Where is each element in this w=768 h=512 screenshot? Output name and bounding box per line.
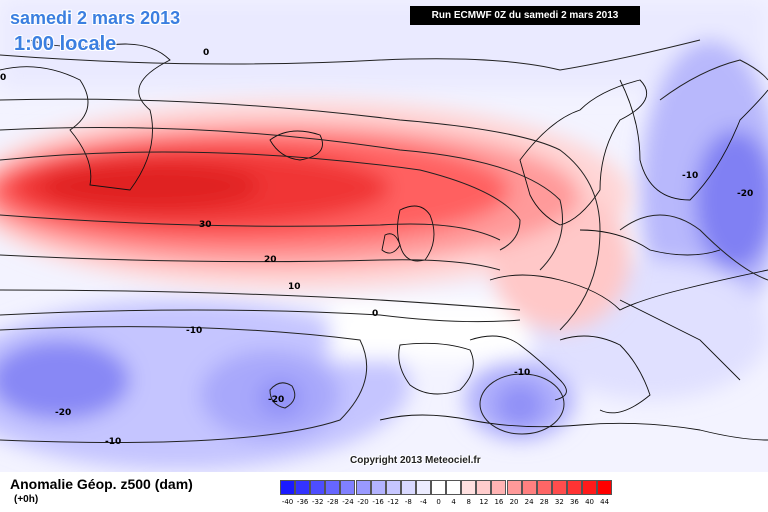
scale-tick-label: 0	[436, 498, 441, 506]
scale-tick-label: -16	[372, 498, 384, 506]
scale-swatch	[461, 480, 477, 495]
scale-swatch	[521, 480, 537, 495]
scale-swatch	[551, 480, 567, 495]
contour-label: -10	[682, 171, 698, 181]
contour-label: -20	[55, 408, 71, 418]
scale-tick-label: -12	[387, 498, 399, 506]
scale-swatch	[536, 480, 552, 495]
contour-label: -20	[268, 395, 284, 405]
scale-swatch	[400, 480, 416, 495]
scale-tick-label: 24	[524, 498, 534, 506]
scale-swatch	[280, 480, 296, 495]
contour-label: 30	[199, 220, 212, 230]
variable-label: Anomalie Géop. z500 (dam)	[10, 476, 193, 492]
scale-swatch	[506, 480, 522, 495]
model-run-label: Run ECMWF 0Z du samedi 2 mars 2013	[410, 6, 640, 25]
copyright-text: Copyright 2013 Meteociel.fr	[350, 455, 481, 466]
scale-tick-label: 8	[466, 498, 471, 506]
color-scale-legend: -40 -36 -32 -28 -24 -20 -16 -12 -8 -4 0 4 8 12 16 20 24 2…	[280, 480, 613, 510]
scale-swatch	[415, 480, 431, 495]
scale-tick-label: 32	[554, 498, 564, 506]
scale-tick-label: 44	[600, 498, 610, 506]
contour-label: 0	[0, 73, 6, 83]
scale-swatch	[340, 480, 356, 495]
scale-swatch	[295, 480, 311, 495]
scale-swatch	[582, 480, 598, 495]
scale-swatch	[491, 480, 507, 495]
scale-swatch	[370, 480, 386, 495]
scale-swatch	[310, 480, 326, 495]
contour-label: -10	[186, 326, 202, 336]
scale-tick-label: -28	[327, 498, 339, 506]
scale-tick-label: 20	[509, 498, 519, 506]
contour-label: -20	[737, 189, 753, 199]
scale-swatch	[446, 480, 462, 495]
map-date: samedi 2 mars 2013	[10, 8, 181, 28]
contour-label: 0	[372, 309, 378, 319]
scale-swatch	[597, 480, 613, 495]
scale-swatch	[325, 480, 341, 495]
scale-tick-label: -20	[357, 498, 369, 506]
scale-tick-label: -32	[312, 498, 324, 506]
geopotential-anomaly-map: 0 0 30 20 10 0 -10 -10 -20 -20 -10 -10 -…	[0, 0, 768, 472]
scale-swatch	[566, 480, 582, 495]
scale-swatch	[355, 480, 371, 495]
contour-labels: 0 0 30 20 10 0 -10 -10 -20 -20 -10 -10 -…	[0, 48, 753, 447]
scale-tick-label: -8	[404, 498, 412, 506]
scale-tick-label: 4	[451, 498, 456, 506]
contour-label: -10	[514, 368, 530, 378]
scale-tick-label: 36	[569, 498, 579, 506]
contour-label: 0	[203, 48, 209, 58]
scale-tick-label: 28	[539, 498, 549, 506]
scale-tick-label: 16	[494, 498, 504, 506]
scale-tick-label: 40	[585, 498, 595, 506]
scale-swatch	[431, 480, 447, 495]
lead-time-label: (+0h)	[14, 494, 39, 505]
scale-tick-label: -40	[281, 498, 294, 506]
contour-label: 20	[264, 255, 277, 265]
contour-label: 10	[288, 282, 301, 292]
scale-tick-label: -36	[296, 498, 309, 506]
map-local-time: 1:00 locale	[14, 33, 117, 55]
contour-label: -10	[105, 437, 121, 447]
scale-swatch	[385, 480, 401, 495]
contours	[0, 39, 768, 443]
scale-tick-label: 12	[479, 498, 489, 506]
scale-swatch	[476, 480, 492, 495]
scale-tick-label: -24	[342, 498, 354, 506]
scale-tick-label: -4	[419, 498, 427, 506]
